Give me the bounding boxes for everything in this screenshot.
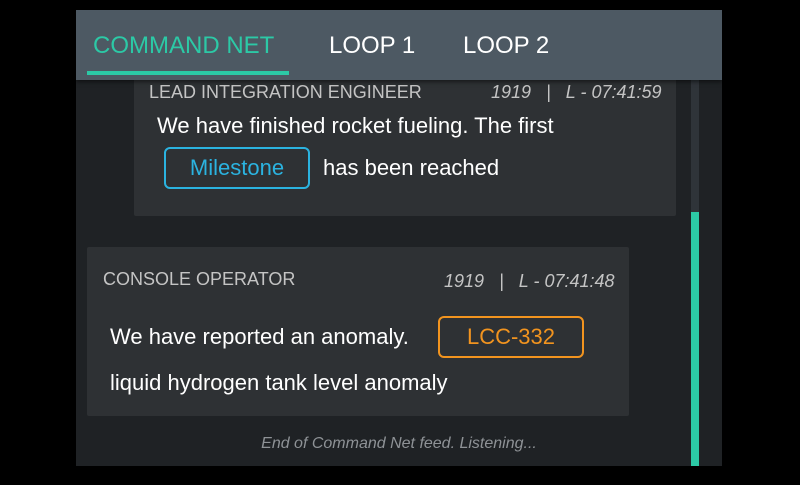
active-tab-indicator	[87, 71, 289, 75]
meta-separator: |	[499, 271, 504, 291]
tab-loop-1[interactable]: LOOP 1	[329, 32, 416, 59]
message-timestamp: 1919 | L - 07:41:59	[491, 82, 662, 103]
message-feed[interactable]: LEAD INTEGRATION ENGINEER 1919 | L - 07:…	[76, 10, 722, 466]
message-time: L - 07:41:59	[565, 82, 662, 102]
milestone-chip[interactable]: Milestone	[164, 147, 310, 189]
message-role: CONSOLE OPERATOR	[103, 269, 296, 289]
feed-scrollbar[interactable]	[691, 80, 699, 466]
message-text: We have finished rocket fueling. The fir…	[157, 113, 554, 138]
message-time: L - 07:41:48	[518, 271, 615, 291]
anomaly-chip[interactable]: LCC-332	[438, 316, 584, 358]
tab-command-net[interactable]: COMMAND NET	[93, 32, 275, 59]
feed-end-note: End of Command Net feed. Listening...	[261, 435, 537, 452]
message-text-continued: has been reached	[323, 155, 500, 180]
scrollbar-thumb[interactable]	[691, 212, 699, 466]
message-text: We have reported an anomaly.	[110, 324, 409, 349]
meta-separator: |	[546, 82, 551, 102]
channel-tabs: COMMAND NET LOOP 1 LOOP 2	[76, 10, 722, 80]
tab-loop-2[interactable]: LOOP 2	[463, 32, 550, 59]
message-id: 1919	[444, 271, 485, 291]
message-role: LEAD INTEGRATION ENGINEER	[149, 82, 422, 102]
message-text-continued: liquid hydrogen tank level anomaly	[110, 370, 448, 395]
message-timestamp: 1919 | L - 07:41:48	[444, 271, 615, 292]
message-id: 1919	[491, 82, 532, 102]
message-card: CONSOLE OPERATOR 1919 | L - 07:41:48 We …	[87, 247, 629, 416]
command-net-app: LEAD INTEGRATION ENGINEER 1919 | L - 07:…	[76, 10, 722, 466]
